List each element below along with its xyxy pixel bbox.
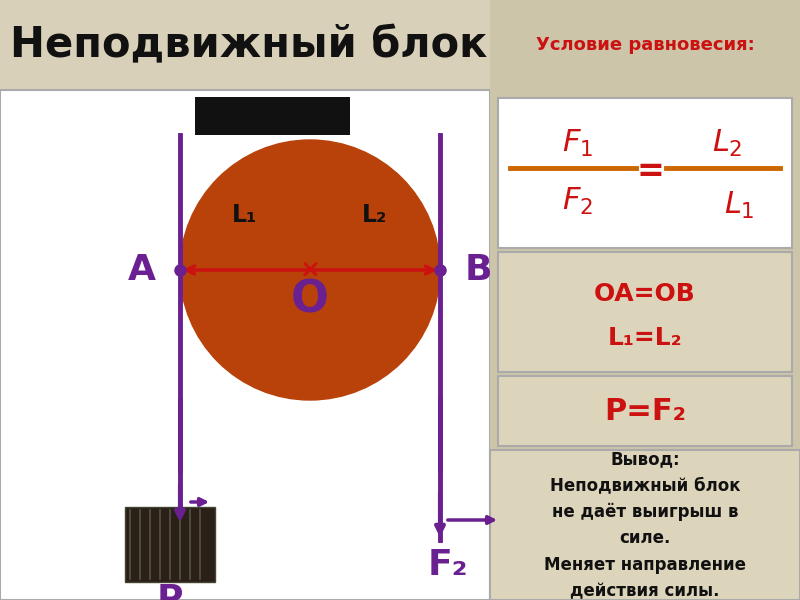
Circle shape [180,140,440,400]
Text: F₂: F₂ [428,548,468,582]
Bar [498,98,792,248]
Bar [490,0,800,600]
Text: $\mathit{F_1}$: $\mathit{F_1}$ [562,127,593,158]
Text: L₁=L₂: L₁=L₂ [608,326,682,350]
Text: Вывод:
Неподвижный блок
не даёт выигрыш в
силе.
Меняет направление
действия силы: Вывод: Неподвижный блок не даёт выигрыш … [544,450,746,600]
Text: $\mathit{F_2}$: $\mathit{F_2}$ [562,185,593,217]
Text: Р: Р [157,583,183,600]
Bar [125,507,215,582]
Text: Условие равновесия:: Условие равновесия: [536,36,754,54]
Text: О: О [291,278,329,322]
Bar [0,0,800,90]
Text: =: = [637,154,665,187]
Text: В: В [464,253,492,287]
Bar [498,252,792,372]
Text: ×: × [299,258,321,282]
Text: P=F₂: P=F₂ [604,397,686,425]
Bar [498,376,792,446]
Text: $\mathit{L_2}$: $\mathit{L_2}$ [712,127,742,158]
Text: L₁: L₁ [232,203,258,227]
Text: $\mathit{L_1}$: $\mathit{L_1}$ [724,190,754,221]
Text: А: А [128,253,156,287]
Text: Неподвижный блок: Неподвижный блок [10,24,487,66]
Bar [490,450,800,600]
Bar [195,97,350,135]
Text: ОА=ОВ: ОА=ОВ [594,282,696,306]
Text: L₂: L₂ [362,203,388,227]
Bar [0,90,490,600]
